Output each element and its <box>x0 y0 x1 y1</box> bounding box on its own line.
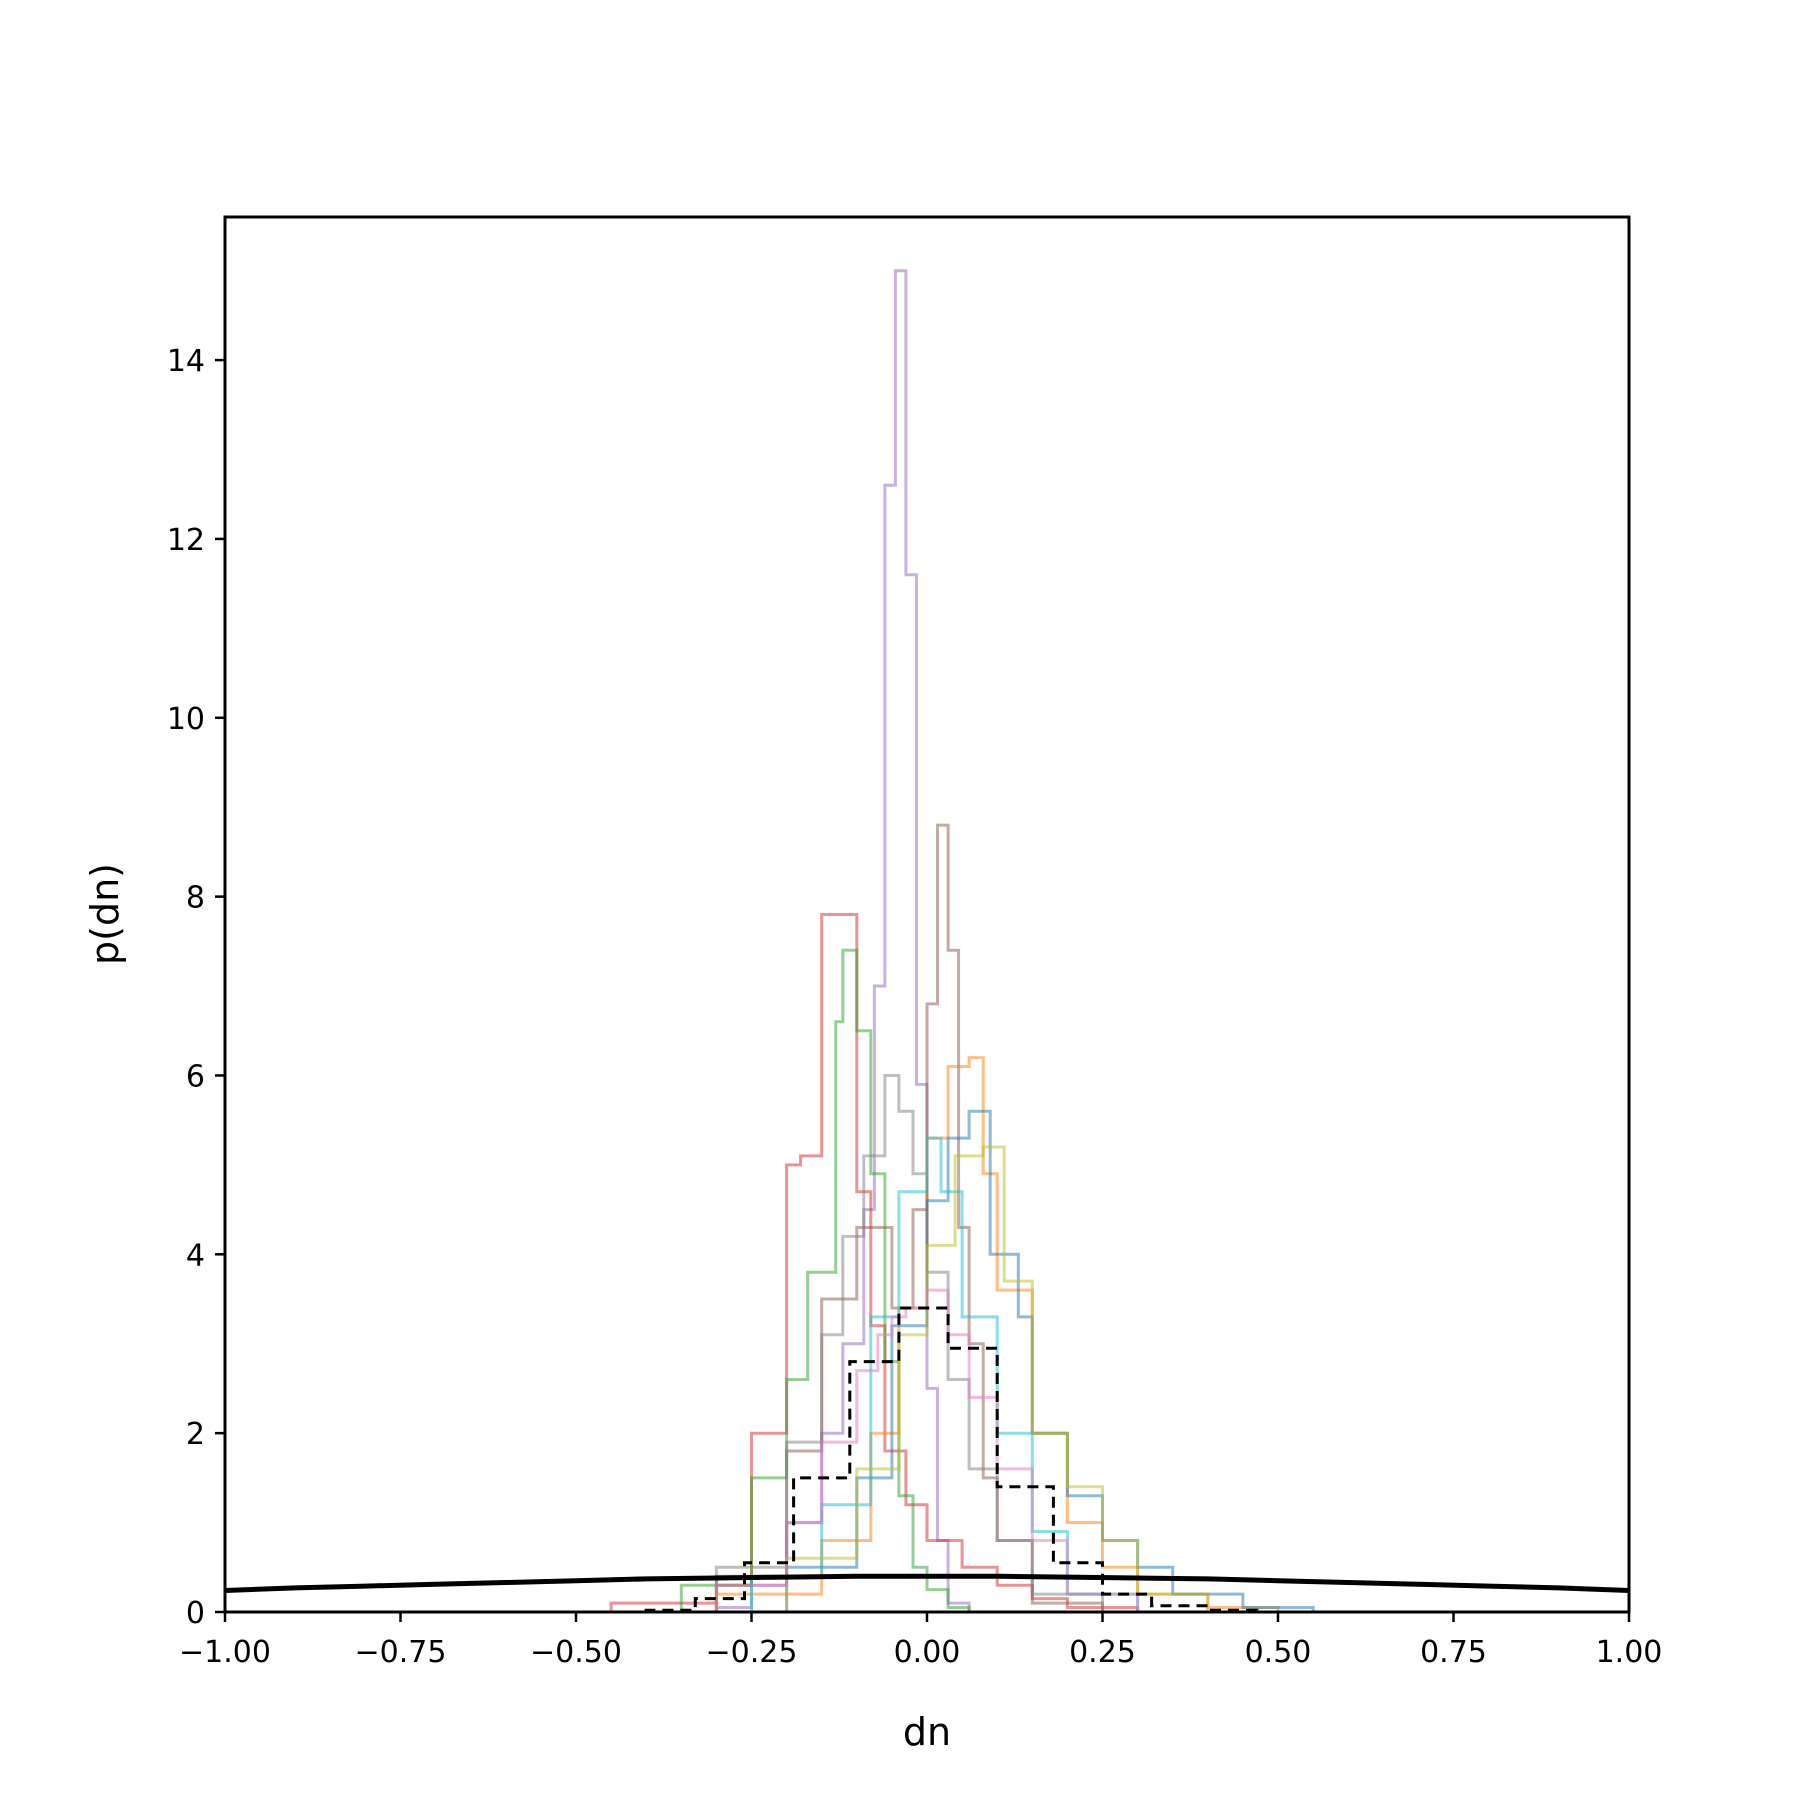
x-tick-label-2: −0.50 <box>530 1635 622 1670</box>
series-layer <box>224 269 1630 1614</box>
y-tick-label-1: 2 <box>186 1417 205 1452</box>
histogram-series-3 <box>609 913 1140 1612</box>
histogram-series-10 <box>714 1288 1140 1612</box>
y-tick-label-4: 8 <box>186 881 205 916</box>
x-tick-label-3: −0.25 <box>706 1635 798 1670</box>
x-tick-label-0: −1.00 <box>179 1635 271 1670</box>
histogram-series-9 <box>785 1145 1210 1612</box>
x-tick-label-4: 0.00 <box>894 1635 961 1670</box>
ticks-layer: −1.00 −0.75 −0.50 −0.25 0.00 0.25 0.50 0.75 1.00… <box>167 344 1663 1670</box>
x-tick-label-6: 0.50 <box>1245 1635 1312 1670</box>
y-tick-label-7: 14 <box>167 344 205 379</box>
y-tick-label-0: 0 <box>186 1596 205 1631</box>
x-axis-label: dn <box>903 1710 951 1754</box>
x-tick-label-5: 0.25 <box>1069 1635 1136 1670</box>
combined-histogram-dashed <box>644 1306 1259 1612</box>
x-tick-label-7: 0.75 <box>1420 1635 1487 1670</box>
y-tick-label-2: 4 <box>186 1238 205 1273</box>
histogram-series-8 <box>750 1136 1140 1612</box>
y-axis-label: p(dn) <box>83 863 127 965</box>
histogram-series-5 <box>714 1074 1104 1612</box>
y-tick-label-6: 12 <box>167 523 205 558</box>
histogram-series-2 <box>714 823 1104 1612</box>
x-tick-label-8: 1.00 <box>1596 1635 1663 1670</box>
x-tick-label-1: −0.75 <box>355 1635 447 1670</box>
y-tick-label-5: 10 <box>167 702 205 737</box>
plot-frame <box>223 215 1631 1614</box>
y-tick-label-3: 6 <box>186 1059 205 1094</box>
histogram-series-7 <box>785 1109 1315 1612</box>
prior-curve <box>224 1573 1630 1593</box>
